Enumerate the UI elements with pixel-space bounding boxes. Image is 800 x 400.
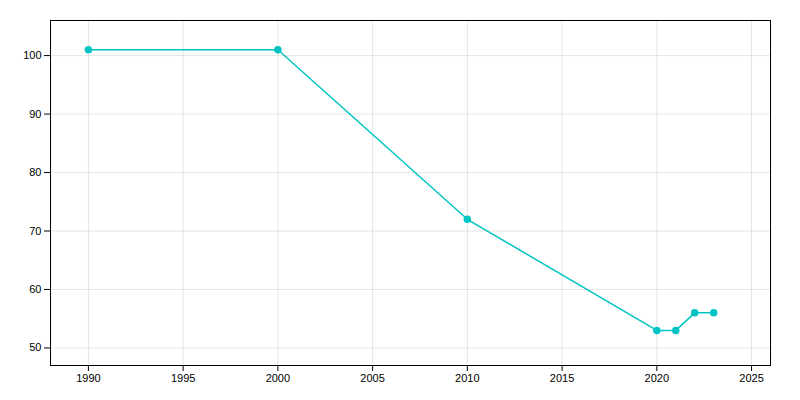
svg-text:1990: 1990 — [76, 372, 100, 384]
svg-text:2020: 2020 — [645, 372, 669, 384]
svg-text:2000: 2000 — [266, 372, 290, 384]
svg-text:2025: 2025 — [739, 372, 763, 384]
svg-text:100: 100 — [23, 49, 41, 61]
svg-text:80: 80 — [29, 166, 41, 178]
svg-text:60: 60 — [29, 283, 41, 295]
svg-text:2010: 2010 — [455, 372, 479, 384]
svg-text:2015: 2015 — [550, 372, 574, 384]
svg-text:70: 70 — [29, 225, 41, 237]
svg-text:2005: 2005 — [360, 372, 384, 384]
svg-text:1995: 1995 — [171, 372, 195, 384]
svg-text:50: 50 — [29, 341, 41, 353]
svg-text:90: 90 — [29, 108, 41, 120]
